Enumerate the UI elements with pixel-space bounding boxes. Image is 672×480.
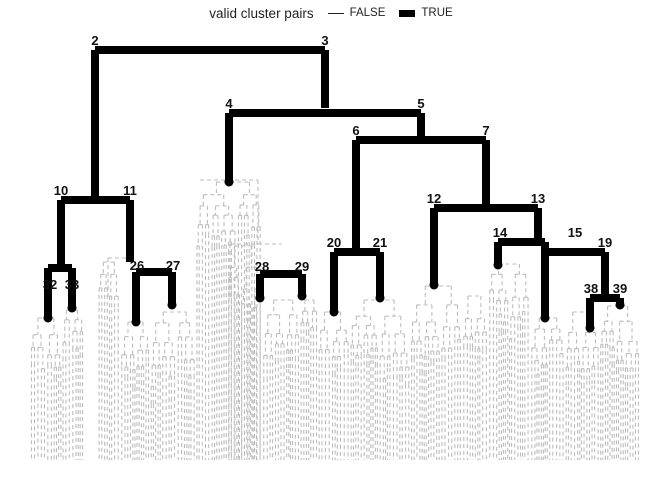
node-label-27: 27 xyxy=(166,258,180,273)
invalid-branches xyxy=(30,179,639,460)
leaf-cluster-marker xyxy=(255,293,265,303)
valid-branches xyxy=(43,46,625,333)
leaf-cluster-marker xyxy=(375,293,385,303)
node-label-21: 21 xyxy=(373,235,387,250)
leaf-cluster-marker xyxy=(224,177,234,187)
leaf-cluster-marker xyxy=(585,323,595,333)
node-label-28: 28 xyxy=(255,259,269,274)
legend-key-false xyxy=(327,12,344,14)
node-label-3: 3 xyxy=(321,33,328,48)
leaf-cluster-marker xyxy=(167,300,177,310)
node-label-33: 33 xyxy=(65,277,79,292)
leaf-cluster-marker xyxy=(297,291,307,301)
node-label-13: 13 xyxy=(531,191,545,206)
node-label-7: 7 xyxy=(482,123,489,138)
leaf-cluster-marker xyxy=(131,317,141,327)
node-label-11: 11 xyxy=(123,183,137,198)
node-label-20: 20 xyxy=(327,235,341,250)
node-label-14: 14 xyxy=(493,225,508,240)
node-label-5: 5 xyxy=(417,96,424,111)
leaf-cluster-marker xyxy=(429,280,439,290)
leaf-cluster-marker xyxy=(67,303,77,313)
legend-title: valid cluster pairs xyxy=(209,5,314,21)
node-label-38: 38 xyxy=(584,281,598,296)
node-label-10: 10 xyxy=(54,183,68,198)
node-label-15: 15 xyxy=(568,225,582,240)
node-label-26: 26 xyxy=(130,258,144,273)
leaf-cluster-marker xyxy=(615,300,625,310)
legend-label-true: TRUE xyxy=(421,7,453,19)
node-label-29: 29 xyxy=(295,259,309,274)
node-label-32: 32 xyxy=(43,277,57,292)
node-label-2: 2 xyxy=(91,33,98,48)
leaf-cluster-marker xyxy=(493,260,503,270)
legend-key-true xyxy=(399,9,416,17)
node-labels: 2 3 4 5 6 7 10 11 12 13 14 15 19 20 21 26 27 28 29 32 33 38 39 xyxy=(43,33,627,296)
legend-label-false: FALSE xyxy=(349,7,386,19)
leaf-cluster-marker xyxy=(43,313,53,323)
leaf-cluster-marker xyxy=(540,313,550,323)
node-label-19: 19 xyxy=(598,235,612,250)
node-label-39: 39 xyxy=(613,281,627,296)
node-label-12: 12 xyxy=(427,191,441,206)
leaf-cluster-marker xyxy=(329,307,339,317)
legend: valid cluster pairs FALSE TRUE xyxy=(0,4,672,22)
node-label-4: 4 xyxy=(225,96,233,111)
node-label-6: 6 xyxy=(352,123,359,138)
